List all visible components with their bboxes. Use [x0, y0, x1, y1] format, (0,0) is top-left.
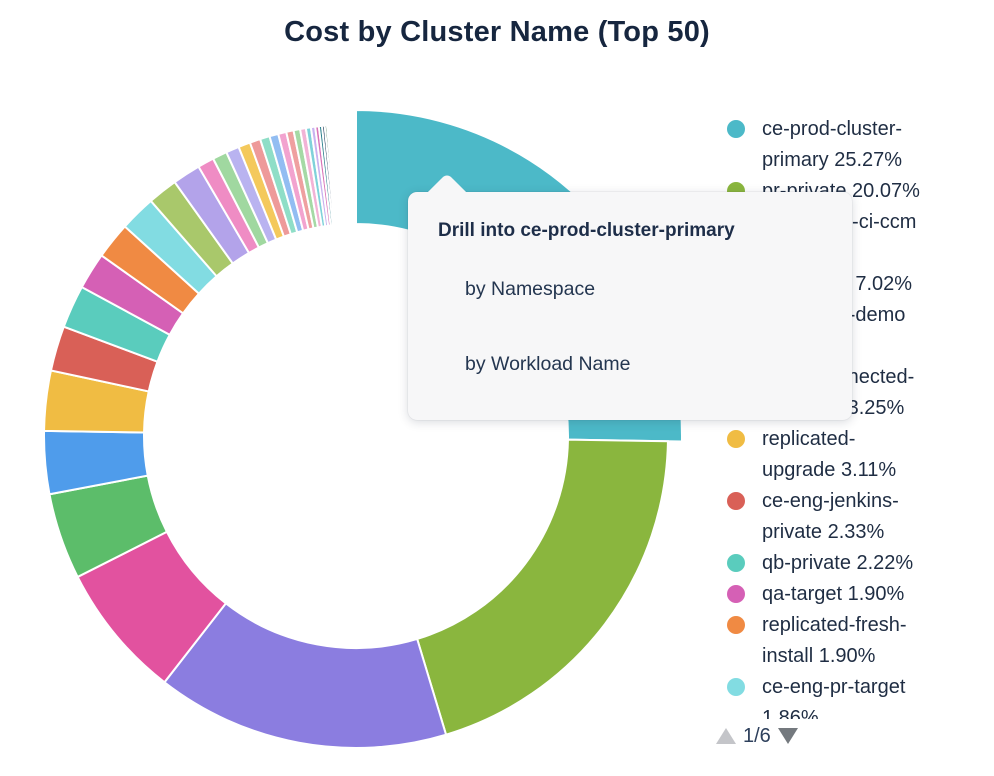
legend-item-qa-target[interactable]: qa-target 1.90% [710, 579, 994, 610]
legend-label-line: replicated- [762, 428, 856, 450]
legend-label-line: ce-eng-pr-target [762, 676, 906, 698]
legend-label-line: ce-prod-cluster- [762, 118, 903, 140]
legend-label-line: install 1.90% [762, 645, 876, 667]
legend-label-line: 1.86% [762, 707, 819, 719]
legend-item-replicated-upgrade[interactable]: replicated-upgrade 3.11% [710, 424, 994, 486]
legend-item-ce-prod-cluster-primary[interactable]: ce-prod-cluster-primary 25.27% [710, 114, 994, 176]
legend-dot [727, 678, 745, 696]
legend-item-ce-eng-jenkins-private[interactable]: ce-eng-jenkins-private 2.33% [710, 486, 994, 548]
legend-dot [727, 554, 745, 572]
drilldown-by-workload-name[interactable]: by Workload Name [465, 353, 631, 375]
legend-label-line: replicated-fresh- [762, 614, 907, 636]
legend-dot [727, 120, 745, 138]
legend-page-down-button[interactable] [777, 728, 798, 744]
legend-dot [727, 616, 745, 634]
legend-page-indicator: 1/6 [743, 724, 771, 747]
legend-label-line: qa-target 1.90% [762, 583, 905, 605]
legend-label-line: qb-private 2.22% [762, 552, 914, 574]
legend-label-line: private 2.33% [762, 521, 885, 543]
legend-page-up-button[interactable] [716, 728, 736, 744]
legend-label-line: upgrade 3.11% [762, 459, 897, 481]
pie-slice-pr-private[interactable] [415, 438, 669, 736]
legend-item-replicated-fresh-install[interactable]: replicated-fresh-install 1.90% [710, 610, 994, 672]
drilldown-popover-title: Drill into ce-prod-cluster-primary [438, 220, 735, 241]
legend-pagination: 1/6 [716, 722, 798, 750]
legend-label-line: ce-eng-jenkins- [762, 490, 899, 512]
drilldown-popover: Drill into ce-prod-cluster-primary by Na… [408, 172, 852, 420]
legend-item-ce-eng-pr-target[interactable]: ce-eng-pr-target 1.86% [710, 672, 994, 719]
legend-item-qb-private[interactable]: qb-private 2.22% [710, 548, 994, 579]
legend-dot [727, 585, 745, 603]
drilldown-by-namespace[interactable]: by Namespace [465, 278, 596, 300]
page-title: Cost by Cluster Name (Top 50) [284, 16, 710, 48]
legend-dot [727, 492, 745, 510]
legend-label-line: primary 25.27% [762, 149, 903, 171]
legend-dot [727, 430, 745, 448]
pie-slice-32[interactable] [327, 123, 340, 226]
